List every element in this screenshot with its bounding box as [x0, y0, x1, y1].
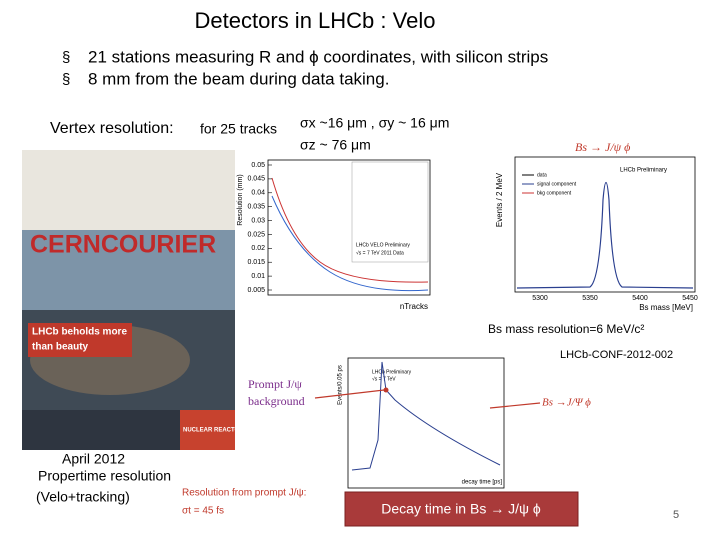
prompt-label: background [248, 394, 305, 408]
y-tick-label: 0.02 [251, 245, 265, 252]
y-tick-label: 0.05 [251, 162, 265, 169]
tag: LHCb Preliminary [372, 369, 412, 375]
y-axis-label: Events/0.05 ps [338, 365, 344, 405]
cover-masthead: CERNCOURIER [30, 231, 216, 259]
prompt-label: Prompt J/ψ [248, 377, 302, 391]
tag: LHCb Preliminary [620, 168, 667, 174]
propertime-title: Propertime resolution [38, 468, 171, 484]
arrow [314, 389, 385, 399]
y-tick-label: 0.01 [251, 273, 265, 280]
y-tick-label: 0.03 [251, 217, 265, 224]
mass-title: Bs → J/ψ ϕ [575, 140, 630, 154]
fit-curve [271, 195, 429, 292]
fit-curve [271, 177, 429, 283]
cover-box [180, 410, 235, 450]
y-tick-label: 0.045 [247, 176, 265, 183]
bullet-text: 8 mm from the beam during data taking. [88, 69, 389, 88]
vertex-condition: for 25 tracks [200, 121, 277, 137]
note: Resolution from prompt J/ψ: [182, 488, 306, 499]
x-axis-label: nTracks [400, 302, 428, 311]
legend-text: signal component [537, 181, 577, 187]
plot-frame [267, 159, 431, 296]
propertime-method: (Velo+tracking) [36, 489, 130, 505]
sigma-z: σz ~ 76 μm [300, 137, 371, 153]
y-axis-label: Resolution (mm) [237, 174, 244, 225]
y-tick-label: 0.04 [251, 190, 265, 197]
plot-frame [514, 156, 696, 293]
title: Detectors in LHCb : Velo [195, 8, 436, 33]
vertex-label: Vertex resolution: [50, 120, 174, 137]
mass-plot: Bs → J/ψ ϕ Events / 2 MeV Bs mass [MeV] … [488, 140, 698, 336]
decay-curve [351, 361, 501, 471]
legend-text: LHCb VELO Preliminary [356, 242, 410, 248]
callout-box [344, 491, 579, 527]
y-axis-label: Events / 2 MeV [495, 172, 504, 227]
y-tick-label: 0.015 [247, 259, 265, 266]
legend-text: data [537, 172, 547, 178]
resolution-plot: Resolution (mm) nTracks LHCb VELO Prelim… [237, 159, 431, 311]
x-tick-label: 5450 [682, 295, 698, 302]
x-tick-label: 5350 [582, 295, 598, 302]
cover-top [22, 150, 235, 230]
plot-frame [347, 357, 505, 489]
date: April 2012 [62, 451, 125, 467]
callout: Decay time in Bs → J/ψ ϕ [381, 501, 541, 517]
mass-peak [516, 181, 694, 289]
bullet-marker: § [62, 71, 70, 88]
x-axis-label: Bs mass [MeV] [639, 303, 693, 312]
stats-box [351, 161, 429, 263]
cover-banner [28, 323, 132, 357]
x-tick-label: 5400 [632, 295, 648, 302]
x-tick-label: 5300 [532, 295, 548, 302]
decay-plot: Events/0.05 ps decay time [ps] LHCb Prel… [248, 357, 591, 489]
arrow [489, 402, 541, 409]
signal-label: Bs →J/Ψ ϕ [542, 397, 591, 409]
cover: CERNCOURIER LHCb beholds more than beaut… [22, 150, 248, 450]
y-tick-label: 0.005 [247, 287, 265, 294]
bullet-marker: § [62, 49, 70, 66]
y-tick-label: 0.035 [247, 204, 265, 211]
y-tick-label: 0.025 [247, 231, 265, 238]
cover-headline: LHCb beholds more [32, 327, 127, 338]
marker [383, 387, 389, 393]
cover-headline: than beauty [32, 342, 89, 353]
legend-text: bkg component [537, 190, 572, 196]
bullet-text: 21 stations measuring R and ϕ coordinate… [88, 47, 548, 66]
mass-caption: Bs mass resolution=6 MeV/c² [488, 322, 644, 336]
sigma-t: σt = 45 fs [182, 506, 224, 517]
cover-side: NUCLEAR REACTORS [183, 428, 248, 434]
page-number: 5 [673, 509, 679, 521]
x-axis-label: decay time [ps] [462, 480, 503, 486]
reference: LHCb-CONF-2012-002 [560, 349, 673, 361]
legend-text: √s = 7 TeV 2011 Data [356, 249, 404, 256]
sigma-xy: σx ~16 μm , σy ~ 16 μm [300, 115, 449, 131]
